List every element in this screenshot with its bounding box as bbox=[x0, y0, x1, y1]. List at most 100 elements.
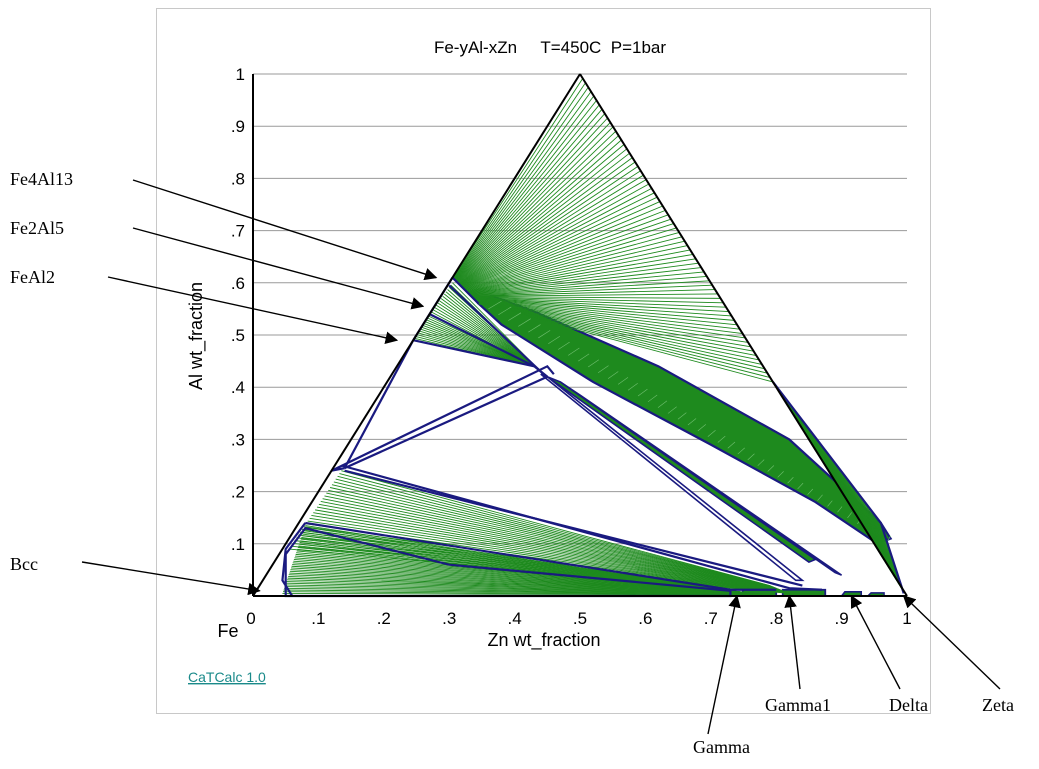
gridlines bbox=[253, 73, 907, 545]
phase-label: Gamma1 bbox=[765, 695, 831, 715]
tie-line bbox=[453, 95, 595, 280]
tie-line bbox=[471, 296, 721, 299]
x-tick-label: .8 bbox=[769, 609, 783, 628]
callout-arrow bbox=[81, 561, 261, 596]
tie-line bbox=[687, 418, 697, 426]
x-tick-label: .7 bbox=[704, 609, 718, 628]
tie-line bbox=[847, 512, 852, 519]
tie-line bbox=[307, 520, 783, 592]
tie-line bbox=[313, 512, 781, 591]
phase-boundary bbox=[412, 339, 548, 378]
tie-line bbox=[453, 86, 589, 279]
phase-band bbox=[540, 373, 805, 582]
tie-line bbox=[797, 482, 804, 490]
tie-line bbox=[468, 267, 702, 295]
tie-line bbox=[452, 82, 586, 279]
tie-line bbox=[461, 179, 647, 287]
tie-line bbox=[341, 470, 770, 586]
phase-label: Delta bbox=[889, 695, 928, 715]
phase-label: Fe4Al13 bbox=[10, 169, 73, 189]
tie-line bbox=[475, 299, 749, 343]
tie-line bbox=[737, 447, 745, 455]
y-tick-label: 1 bbox=[236, 65, 245, 84]
tie-line bbox=[538, 330, 551, 339]
fe-corner-label: Fe bbox=[217, 621, 238, 641]
tie-line bbox=[727, 441, 736, 449]
tie-line bbox=[476, 301, 760, 361]
tie-line bbox=[568, 347, 580, 356]
tie-line bbox=[463, 201, 661, 289]
callout-arrow bbox=[784, 594, 801, 690]
catcalc-link[interactable]: CaTCalc 1.0 bbox=[188, 669, 266, 685]
callout-arrow bbox=[707, 594, 741, 735]
tie-line bbox=[474, 298, 740, 330]
phase-label: FeAl2 bbox=[10, 267, 55, 287]
tie-line bbox=[454, 104, 600, 281]
tie-line bbox=[324, 495, 777, 589]
tie-line bbox=[457, 130, 617, 283]
tie-line bbox=[459, 157, 633, 286]
tie-line bbox=[887, 535, 891, 542]
tie-line bbox=[637, 388, 648, 397]
axes bbox=[252, 73, 908, 597]
callout-arrow bbox=[132, 179, 438, 281]
tie-line bbox=[471, 293, 718, 297]
x-tick-label: 0 bbox=[246, 609, 255, 628]
tie-line bbox=[460, 166, 639, 286]
tie-line bbox=[460, 174, 644, 287]
phase-label: Bcc bbox=[10, 554, 38, 574]
y-tick-label: .7 bbox=[231, 222, 245, 241]
tie-line bbox=[466, 245, 688, 293]
phase-boundary bbox=[772, 381, 905, 594]
tie-line bbox=[456, 126, 614, 283]
tie-line bbox=[456, 122, 611, 282]
phase-boundary bbox=[305, 521, 777, 591]
x-axis-title: Zn wt_fraction bbox=[487, 630, 600, 651]
tie-line bbox=[478, 302, 771, 379]
y-tick-label: .6 bbox=[231, 274, 245, 293]
tie-line bbox=[767, 465, 775, 472]
phase-boundary bbox=[281, 522, 307, 597]
tick-labels: 0 .1 .2 .3 .4 .5 .6 .7 .8 .9 1 .1 .2 .3 .4 .5 .6 .7 .8 .9 1 bbox=[231, 65, 912, 628]
tie-line bbox=[460, 170, 641, 287]
tie-line bbox=[458, 148, 628, 285]
phase-boundary bbox=[429, 313, 535, 368]
tie-line bbox=[440, 298, 538, 370]
tie-line bbox=[627, 383, 638, 391]
tie-line bbox=[311, 515, 781, 591]
tie-line bbox=[461, 187, 652, 288]
tie-line bbox=[647, 394, 658, 403]
x-tick-label: .9 bbox=[835, 609, 849, 628]
tie-line bbox=[444, 293, 539, 371]
tie-line bbox=[466, 236, 683, 292]
tie-line bbox=[607, 371, 619, 379]
phase-label: Fe2Al5 bbox=[10, 218, 64, 238]
tie-line bbox=[339, 473, 771, 587]
tie-line bbox=[470, 280, 710, 296]
tie-line bbox=[787, 477, 794, 484]
tie-line bbox=[617, 377, 629, 385]
tie-line bbox=[328, 489, 775, 588]
tie-line bbox=[477, 302, 765, 370]
tie-line bbox=[475, 300, 751, 348]
tie-line bbox=[478, 303, 774, 383]
tie-line bbox=[442, 295, 539, 370]
tie-line bbox=[309, 517, 782, 591]
x-tick-label: 1 bbox=[902, 609, 911, 628]
tie-line bbox=[465, 227, 677, 292]
tie-line bbox=[465, 231, 680, 292]
tie-line bbox=[461, 183, 650, 288]
tie-line bbox=[458, 144, 625, 284]
tie-line bbox=[335, 478, 772, 587]
tie-line bbox=[817, 494, 823, 501]
phase-callouts: Fe4Al13 Fe2Al5 FeAl2 Bcc Gamma Gamma1 Delta Zet… bbox=[10, 169, 1014, 757]
tie-line bbox=[475, 300, 754, 352]
tie-line bbox=[697, 424, 707, 432]
y-tick-label: .5 bbox=[231, 326, 245, 345]
tie-line bbox=[469, 275, 707, 296]
tie-line bbox=[445, 291, 540, 371]
phase-band bbox=[559, 381, 843, 576]
tie-line bbox=[464, 214, 669, 290]
tie-line bbox=[282, 592, 770, 596]
